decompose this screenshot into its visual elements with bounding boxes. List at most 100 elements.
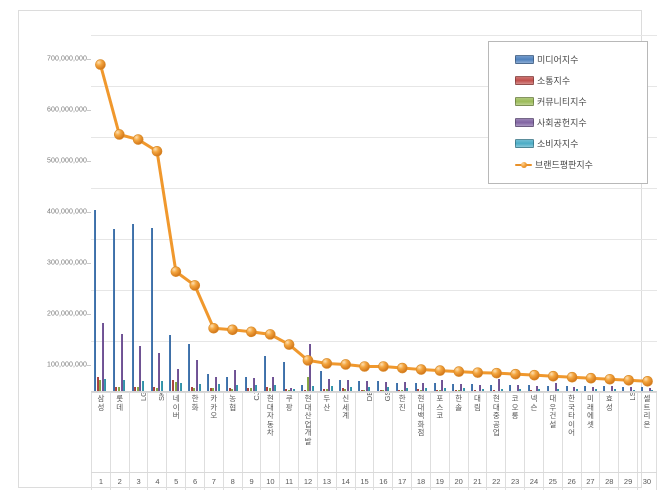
bar-3 <box>648 387 651 392</box>
category-cell: 한국타이어 <box>563 393 582 472</box>
legend-item[interactable]: 브랜드평판지수 <box>489 154 647 175</box>
legend-item[interactable]: 사회공헌지수 <box>489 112 647 133</box>
category-label: 농협 <box>229 394 237 412</box>
category-cell: LS <box>619 393 639 472</box>
rank-label: 24 <box>525 473 544 490</box>
bar-1 <box>190 387 193 392</box>
bar-0 <box>565 385 568 392</box>
bar-1 <box>379 389 382 392</box>
legend-item[interactable]: 소통지수 <box>489 70 647 91</box>
rank-label: 14 <box>337 473 356 490</box>
category-label: 현대산업개발 <box>304 394 312 446</box>
rank-label: 23 <box>506 473 526 490</box>
bar-1 <box>209 387 212 392</box>
y-axis-tick-label: 400,000,000 <box>46 208 87 216</box>
bar-2 <box>325 389 328 392</box>
bar-1 <box>228 388 231 392</box>
category-label: 한솔 <box>455 394 463 412</box>
bar-0 <box>527 385 530 392</box>
category-cell: 한진 <box>393 393 413 472</box>
category-cell: 넥슨 <box>525 393 544 472</box>
bar-4 <box>330 386 333 392</box>
bar-group <box>185 35 204 392</box>
bar-4 <box>387 387 390 392</box>
bar-1 <box>322 388 325 392</box>
legend-item[interactable]: 미디어지수 <box>489 49 647 70</box>
bar-4 <box>651 389 654 392</box>
y-axis-tick-mark <box>87 161 91 162</box>
bar-3 <box>365 380 368 392</box>
bar-4 <box>179 383 182 392</box>
category-cell: 한화 <box>186 393 205 472</box>
y-axis-tick-label: 700,000,000 <box>46 55 87 63</box>
bar-1 <box>96 376 99 392</box>
legend-line-marker-icon <box>515 160 532 169</box>
bar-1 <box>266 387 269 392</box>
bar-0 <box>376 380 379 392</box>
rank-label: 28 <box>600 473 620 490</box>
bar-3 <box>629 387 632 392</box>
bar-4 <box>292 388 295 392</box>
bar-0 <box>452 383 455 392</box>
rank-label: 30 <box>638 473 657 490</box>
bar-3 <box>290 387 293 392</box>
bar-group <box>280 35 299 392</box>
bar-4 <box>349 386 352 392</box>
legend-item[interactable]: 소비자지수 <box>489 133 647 154</box>
legend-swatch-icon <box>515 118 534 127</box>
bar-4 <box>594 389 597 392</box>
bar-3 <box>328 378 331 392</box>
bar-2 <box>155 387 158 392</box>
bar-4 <box>160 381 163 392</box>
rank-label: 21 <box>469 473 488 490</box>
rank-label: 2 <box>111 473 130 490</box>
bar-4 <box>481 388 484 392</box>
category-label: 네이버 <box>172 394 180 421</box>
bar-0 <box>471 384 474 392</box>
rank-label: 6 <box>186 473 205 490</box>
bar-4 <box>123 380 126 392</box>
bar-4 <box>443 388 446 392</box>
category-label: 롯데 <box>116 394 124 412</box>
bar-group <box>412 35 431 392</box>
category-label: GS <box>383 393 393 402</box>
bar-4 <box>406 387 409 392</box>
rank-label: 29 <box>619 473 639 490</box>
bar-group <box>166 35 185 392</box>
bar-3 <box>611 385 614 392</box>
category-cell: 카카오 <box>205 393 224 472</box>
y-axis-tick-label: 300,000,000 <box>46 259 87 267</box>
bar-0 <box>301 385 304 392</box>
category-cell: 포스코 <box>431 393 450 472</box>
rank-label: 4 <box>148 473 168 490</box>
category-label: 대우건설 <box>549 394 557 429</box>
bar-3 <box>554 382 557 392</box>
bar-0 <box>244 377 247 392</box>
y-axis-tick-mark <box>87 263 91 264</box>
legend-item[interactable]: 커뮤니티지수 <box>489 91 647 112</box>
category-cell: 대림 <box>469 393 488 472</box>
bar-3 <box>592 387 595 392</box>
category-cell: CJ <box>243 393 262 472</box>
category-cell: GS <box>374 393 394 472</box>
bar-4 <box>519 388 522 392</box>
category-cell: 미래에셋 <box>582 393 601 472</box>
bar-1 <box>134 386 137 392</box>
bar-3 <box>460 384 463 392</box>
category-cell: 효성 <box>600 393 620 472</box>
category-cell: 현대백화점 <box>412 393 431 472</box>
bar-0 <box>150 228 153 392</box>
legend-swatch-icon <box>515 97 534 106</box>
bar-4 <box>557 389 560 392</box>
bar-group <box>336 35 355 392</box>
y-axis-tick-mark <box>87 314 91 315</box>
bar-group <box>261 35 280 392</box>
bar-3 <box>271 376 274 392</box>
category-label: 현대자동차 <box>266 394 274 438</box>
rank-label: 11 <box>280 473 300 490</box>
bar-3 <box>535 386 538 392</box>
bar-0 <box>282 361 285 392</box>
bar-2 <box>212 387 215 392</box>
bar-2 <box>193 387 196 392</box>
